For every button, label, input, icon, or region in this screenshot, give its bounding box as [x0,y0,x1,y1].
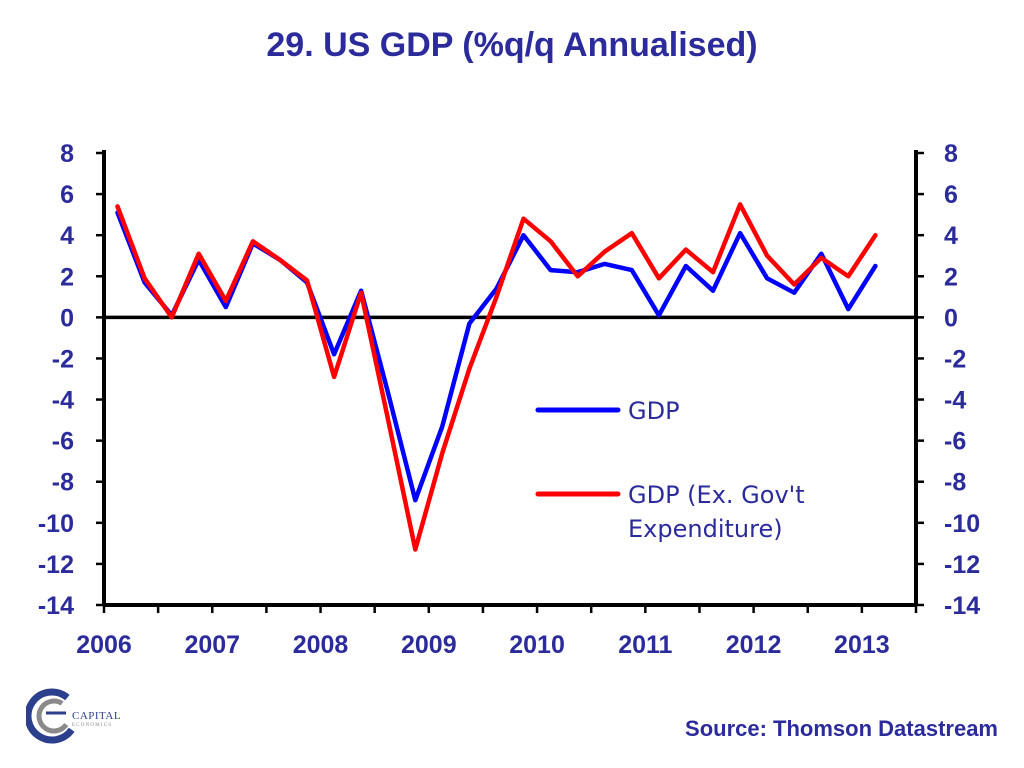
y-tick-label-left: -4 [52,387,74,415]
chart-legend: GDP GDP (Ex. Gov't Expenditure) [535,397,805,543]
logo-subtext: ECONOMICS [72,723,113,728]
y-tick-label-right: -6 [944,428,966,456]
y-tick-label-left: -6 [52,428,74,456]
y-tick-label-left: 0 [60,304,74,332]
series-line-gdp [115,210,878,503]
y-tick-label-right: 6 [944,181,958,209]
y-tick-label-right: -8 [944,469,966,497]
y-tick-label-right: -2 [944,345,966,373]
y-tick-label-left: -14 [38,592,74,620]
x-tick-label: 2007 [184,631,240,659]
x-tick-label: 2012 [726,631,782,659]
y-tick-label-right: 2 [944,263,958,291]
legend-label: GDP (Ex. Gov't [628,481,805,509]
y-tick-label-left: 4 [60,222,74,250]
legend-label: Expenditure) [628,515,783,543]
x-tick-label: 2006 [76,631,132,659]
logo-wordmark: CAPITAL [72,710,122,722]
y-tick-label-left: -2 [52,345,74,373]
x-tick-label: 2013 [834,631,890,659]
y-tick-label-right: -12 [944,551,980,579]
y-tick-label-left: 2 [60,263,74,291]
source-note: Source: Thomson Datastream [685,716,998,741]
chart-series-lines [115,202,878,552]
legend-label: GDP [628,397,680,425]
y-tick-label-left: -12 [38,551,74,579]
y-tick-label-right: 4 [944,222,958,250]
y-tick-label-right: 8 [944,140,958,168]
y-tick-label-right: -4 [944,387,966,415]
y-tick-label-left: 6 [60,181,74,209]
x-tick-label: 2010 [509,631,565,659]
y-tick-label-left: -10 [38,510,74,538]
series-line-gdp-ex-gov [115,202,878,552]
y-tick-label-right: 0 [944,304,958,332]
y-tick-label-right: -10 [944,510,980,538]
capital-economics-logo-icon [26,688,80,744]
y-tick-label-left: 8 [60,140,74,168]
x-tick-label: 2011 [618,631,672,659]
y-tick-label-left: -8 [52,469,74,497]
x-tick-label: 2008 [293,631,349,659]
chart-title: 29. US GDP (%q/q Annualised) [266,26,758,64]
y-tick-label-right: -14 [944,592,980,620]
x-tick-label: 2009 [401,631,457,659]
chart-axes: 8 6 4 2 0 -2 -4 -6 -8 -10 -12 -14 8 6 4 2 0 -2 -4 -6 -8 -10 -1… [38,140,980,659]
